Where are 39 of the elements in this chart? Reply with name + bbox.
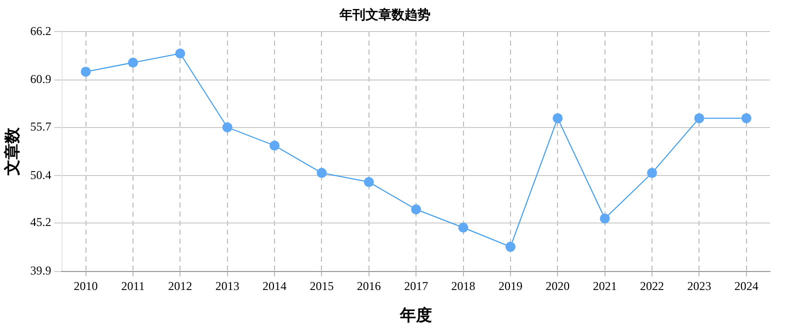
point xyxy=(175,48,186,58)
y-tick-label: 45.2 xyxy=(30,215,52,230)
x-tick-label: 2014 xyxy=(262,278,287,293)
y-tick-label: 60.9 xyxy=(30,72,52,86)
point xyxy=(647,168,658,178)
x-tick-label: 2011 xyxy=(121,278,145,293)
x-tick-label: 2019 xyxy=(498,278,522,293)
point xyxy=(270,140,280,151)
chart-title: 年刊文章数趋势 xyxy=(338,7,430,22)
point xyxy=(741,113,752,124)
x-tick-label: 2020 xyxy=(546,278,570,293)
point xyxy=(694,113,704,124)
x-tick-label: 2016 xyxy=(356,278,381,293)
point xyxy=(458,222,468,233)
x-tick-label: 2021 xyxy=(592,278,617,293)
x-tick-label: 2012 xyxy=(168,278,192,293)
x-tick-label: 2013 xyxy=(215,278,240,293)
x-tick-label: 2010 xyxy=(74,278,98,293)
x-tick-label: 2022 xyxy=(640,278,664,293)
x-tick-label: 2017 xyxy=(404,278,428,293)
x-tick-label: 2024 xyxy=(734,278,758,293)
point xyxy=(411,204,422,214)
point xyxy=(128,58,138,68)
x-tick-label: 2018 xyxy=(451,278,476,293)
point xyxy=(80,66,91,77)
y-tick-label: 55.7 xyxy=(30,119,52,134)
point xyxy=(505,242,516,252)
point xyxy=(600,214,610,224)
y-tick-label: 66.2 xyxy=(30,24,52,38)
x-tick-label: 2023 xyxy=(687,278,712,293)
y-axis-title: 文章数 xyxy=(4,126,22,176)
x-axis-title: 年度 xyxy=(399,306,432,325)
point xyxy=(552,113,563,124)
point xyxy=(316,168,327,178)
x-tick-label: 2015 xyxy=(310,278,334,293)
y-tick-label: 39.9 xyxy=(30,264,52,278)
point xyxy=(222,122,232,132)
point xyxy=(364,177,374,188)
y-tick-label: 50.4 xyxy=(30,168,52,182)
